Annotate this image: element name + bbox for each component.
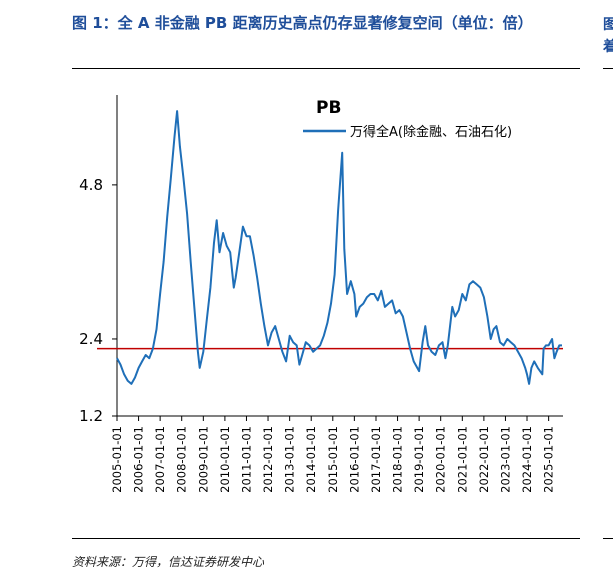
chart-legend: PB 万得全A(除金融、石油石化) xyxy=(303,98,512,140)
y-tick-label: 2.4 xyxy=(79,330,103,348)
x-tick-label: 2024-01-01 xyxy=(520,426,534,493)
x-tick-label: 2011-01-01 xyxy=(239,426,253,493)
x-tick-label: 2019-01-01 xyxy=(412,426,426,493)
top-rule xyxy=(72,68,580,69)
x-tick-label: 2012-01-01 xyxy=(261,426,275,493)
chart-axes: 1.2 2.4 4.8 2005-01-01 2006-01-01 2007-01-01 2… xyxy=(79,95,563,493)
x-tick-label: 2015-01-01 xyxy=(326,426,340,493)
bottom-rule xyxy=(72,538,580,539)
x-tick-label: 2014-01-01 xyxy=(304,426,318,493)
next-figure-rule-bottom xyxy=(603,538,613,539)
x-tick-label: 2023-01-01 xyxy=(498,426,512,493)
x-tick-label: 2008-01-01 xyxy=(175,426,189,493)
x-tick-label: 2007-01-01 xyxy=(153,426,167,493)
next-figure-rule xyxy=(603,68,613,69)
chart-marks xyxy=(97,110,563,385)
next-figure-title-fragment: 图 xyxy=(603,17,613,33)
x-tick-label: 2006-01-01 xyxy=(132,426,146,493)
series-line xyxy=(116,110,562,385)
x-tick-label: 2005-01-01 xyxy=(110,426,124,493)
y-tick-label: 4.8 xyxy=(79,176,103,194)
x-tick-label: 2018-01-01 xyxy=(391,426,405,493)
x-tick-label: 2009-01-01 xyxy=(196,426,210,493)
next-figure-title-fragment-2: 着 xyxy=(603,39,613,55)
x-tick-label: 2022-01-01 xyxy=(477,426,491,493)
x-tick-label: 2017-01-01 xyxy=(369,426,383,493)
legend-title: PB xyxy=(316,98,341,118)
source-note: 资料来源：万得，信达证券研发中心 xyxy=(72,555,265,569)
x-tick-label: 2025-01-01 xyxy=(542,426,556,493)
x-tick-label: 2021-01-01 xyxy=(455,426,469,493)
figure-title: 图 1：全 A 非金融 PB 距离历史高点仍存显著修复空间（单位：倍） xyxy=(72,14,533,32)
x-tick-label: 2010-01-01 xyxy=(218,426,232,493)
x-tick-label: 2016-01-01 xyxy=(347,426,361,493)
legend-entry-label: 万得全A(除金融、石油石化) xyxy=(350,124,512,140)
x-tick-label: 2020-01-01 xyxy=(434,426,448,493)
y-tick-label: 1.2 xyxy=(79,407,103,425)
x-tick-label: 2013-01-01 xyxy=(283,426,297,493)
